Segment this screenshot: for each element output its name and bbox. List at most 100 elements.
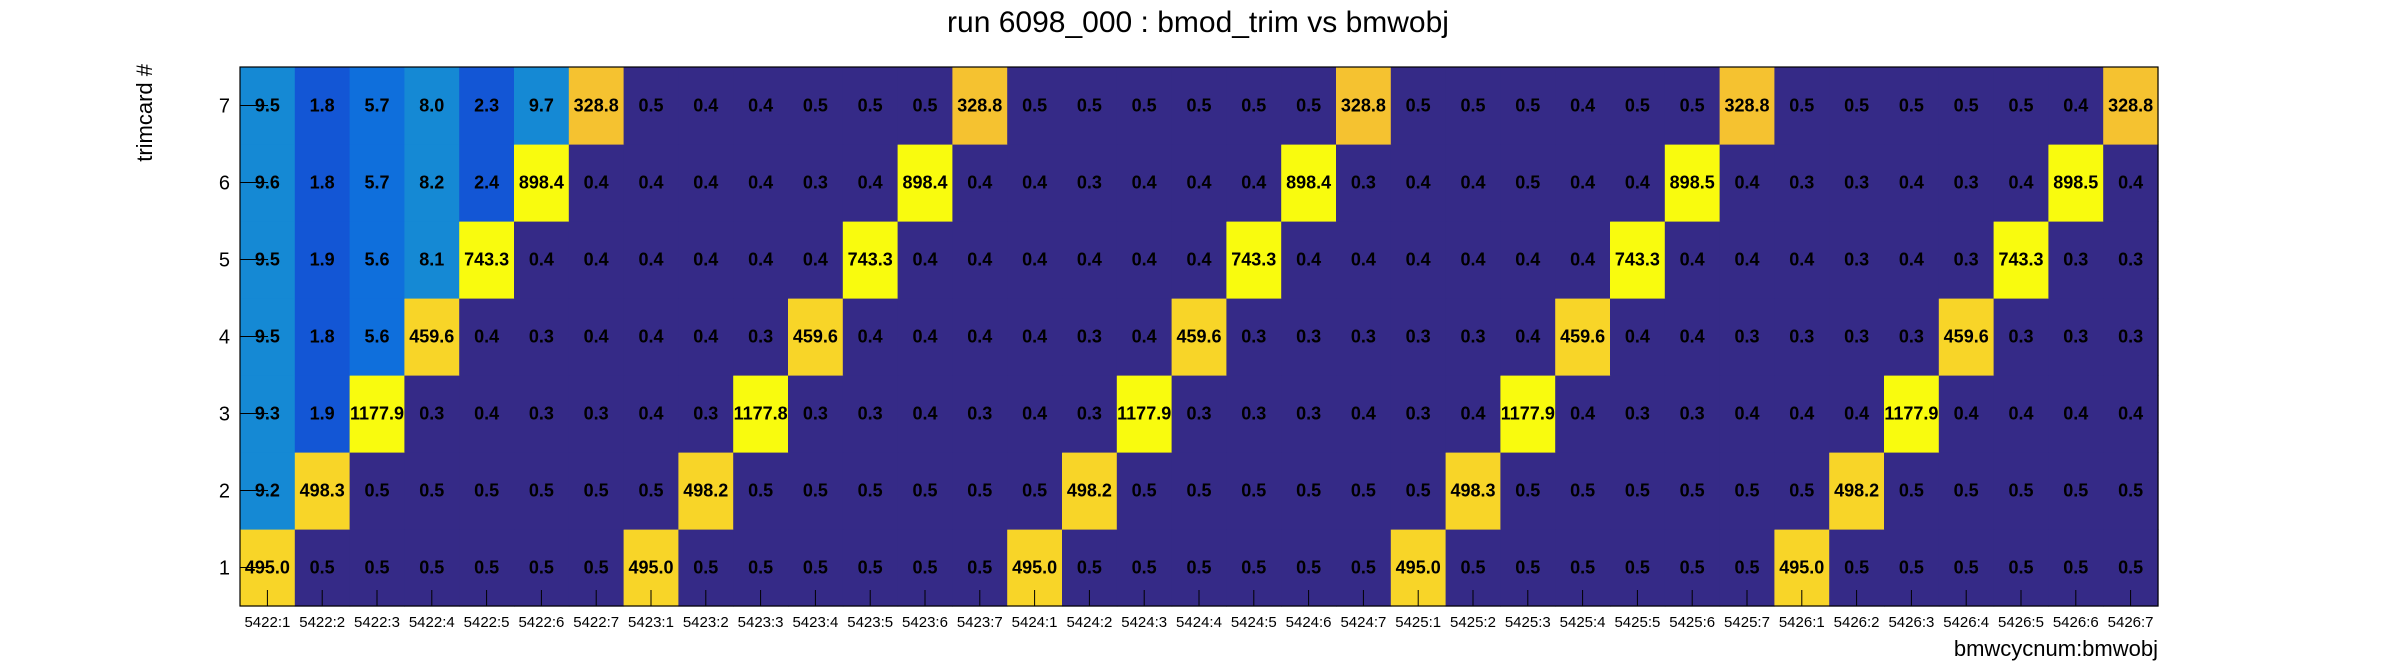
cell-value-label: 0.4 bbox=[1296, 250, 1321, 270]
cell-value-label: 0.3 bbox=[1844, 250, 1869, 270]
cell-value-label: 0.4 bbox=[748, 250, 773, 270]
cell-value-label: 0.4 bbox=[1515, 327, 1540, 347]
x-tick-label: 5425:6 bbox=[1669, 614, 1715, 631]
cell-value-label: 0.5 bbox=[858, 558, 883, 578]
cell-value-label: 0.3 bbox=[693, 404, 718, 424]
heatmap-cell bbox=[733, 144, 789, 222]
cell-value-label: 0.5 bbox=[1515, 558, 1540, 578]
heatmap-cell bbox=[1390, 298, 1447, 376]
heatmap-cell bbox=[349, 67, 405, 145]
cell-value-label: 0.3 bbox=[1625, 404, 1650, 424]
cell-value-label: 0.4 bbox=[1899, 250, 1924, 270]
heatmap-cell bbox=[1390, 221, 1447, 299]
heatmap-cell bbox=[459, 67, 515, 145]
cell-value-label: 0.4 bbox=[529, 250, 554, 270]
cell-value-label: 0.4 bbox=[912, 404, 937, 424]
heatmap-cell bbox=[788, 67, 844, 145]
cell-value-label: 0.3 bbox=[1460, 327, 1485, 347]
x-tick-label: 5426:6 bbox=[2053, 614, 2099, 631]
cell-value-label: 0.4 bbox=[803, 250, 828, 270]
cell-value-label: 459.6 bbox=[409, 327, 454, 347]
cell-value-label: 8.1 bbox=[419, 250, 444, 270]
cell-value-label: 328.8 bbox=[1341, 96, 1386, 116]
x-tick-label: 5426:5 bbox=[1998, 614, 2044, 631]
cell-value-label: 0.5 bbox=[1844, 96, 1869, 116]
heatmap-cell bbox=[1610, 144, 1666, 222]
heatmap-cell bbox=[1719, 452, 1775, 530]
heatmap-cell bbox=[2048, 375, 2104, 453]
heatmap-cell bbox=[1829, 67, 1885, 145]
y-tick-label: 7 bbox=[219, 96, 230, 118]
cell-value-label: 0.5 bbox=[1132, 96, 1157, 116]
heatmap-cell bbox=[1993, 452, 2049, 530]
heatmap-cell bbox=[1390, 375, 1447, 453]
cell-value-label: 0.4 bbox=[693, 173, 718, 193]
cell-value-label: 1.9 bbox=[310, 404, 335, 424]
heatmap-cell bbox=[842, 452, 899, 530]
x-tick-label: 5424:7 bbox=[1340, 614, 1386, 631]
cell-value-label: 0.5 bbox=[529, 558, 554, 578]
heatmap-cell bbox=[1884, 452, 1940, 530]
heatmap-cell bbox=[1390, 144, 1447, 222]
cell-value-label: 0.4 bbox=[1680, 327, 1705, 347]
heatmap-cell bbox=[1774, 144, 1830, 222]
cell-value-label: 8.0 bbox=[419, 96, 444, 116]
cell-value-label: 0.3 bbox=[1844, 327, 1869, 347]
heatmap-cell bbox=[1884, 221, 1940, 299]
cell-value-label: 0.5 bbox=[1515, 96, 1540, 116]
heatmap-cell bbox=[1116, 67, 1173, 145]
heatmap-cell bbox=[1226, 452, 1282, 530]
cell-value-label: 0.3 bbox=[584, 404, 609, 424]
cell-value-label: 0.5 bbox=[803, 96, 828, 116]
cell-value-label: 0.3 bbox=[1077, 173, 1102, 193]
heatmap-cell bbox=[1007, 375, 1063, 453]
heatmap-cell bbox=[459, 375, 515, 453]
heatmap-cell bbox=[1500, 452, 1556, 530]
cell-value-label: 9.7 bbox=[529, 96, 554, 116]
cell-value-label: 0.3 bbox=[1406, 404, 1431, 424]
heatmap-cell bbox=[952, 67, 1008, 145]
heatmap-cell bbox=[1993, 298, 2049, 376]
cell-value-label: 0.3 bbox=[858, 404, 883, 424]
cell-value-label: 0.4 bbox=[584, 173, 609, 193]
cell-value-label: 0.5 bbox=[1241, 558, 1266, 578]
cell-value-label: 0.5 bbox=[1570, 481, 1595, 501]
x-tick-label: 5425:4 bbox=[1560, 614, 1606, 631]
cell-value-label: 495.0 bbox=[1779, 558, 1824, 578]
heatmap-cell bbox=[733, 375, 789, 453]
x-tick-label: 5425:3 bbox=[1505, 614, 1551, 631]
cell-value-label: 0.5 bbox=[1460, 558, 1485, 578]
cell-value-label: 0.4 bbox=[1734, 404, 1759, 424]
heatmap-cell bbox=[678, 144, 734, 222]
heatmap-cell bbox=[514, 298, 570, 376]
cell-value-label: 0.4 bbox=[2008, 173, 2033, 193]
heatmap-cell bbox=[1719, 221, 1775, 299]
heatmap-cell bbox=[952, 452, 1008, 530]
heatmap-cell bbox=[842, 67, 899, 145]
x-tick-label: 5422:5 bbox=[464, 614, 510, 631]
y-tick-label: 2 bbox=[219, 481, 230, 503]
heatmap-cell bbox=[459, 221, 515, 299]
heatmap-cell bbox=[623, 221, 679, 299]
cell-value-label: 0.3 bbox=[1077, 404, 1102, 424]
x-tick-label: 5426:4 bbox=[1943, 614, 1989, 631]
cell-value-label: 0.3 bbox=[1954, 250, 1979, 270]
cell-value-label: 0.3 bbox=[2118, 327, 2143, 347]
heatmap-cell-labels: 495.0 0.5 0.5 0.5 0.5 0.5 0.5 495.0 0.5 0.5 0.5 0.5… bbox=[245, 96, 2153, 578]
cell-value-label: 0.4 bbox=[1077, 250, 1102, 270]
heatmap-cell bbox=[1390, 67, 1447, 145]
heatmap-cell bbox=[1774, 452, 1830, 530]
cell-value-label: 0.5 bbox=[529, 481, 554, 501]
cell-value-label: 0.5 bbox=[1351, 558, 1376, 578]
cell-value-label: 0.3 bbox=[2063, 327, 2088, 347]
cell-value-label: 0.3 bbox=[2063, 250, 2088, 270]
cell-value-label: 0.3 bbox=[1899, 327, 1924, 347]
heatmap-cell bbox=[514, 67, 570, 145]
heatmap-cell bbox=[897, 221, 953, 299]
heatmap-cell bbox=[1555, 375, 1611, 453]
cell-value-label: 0.4 bbox=[474, 404, 499, 424]
heatmap-cell bbox=[568, 144, 625, 222]
cell-value-label: 0.4 bbox=[1789, 250, 1814, 270]
heatmap-cell bbox=[1938, 452, 1995, 530]
cell-value-label: 0.4 bbox=[858, 327, 883, 347]
